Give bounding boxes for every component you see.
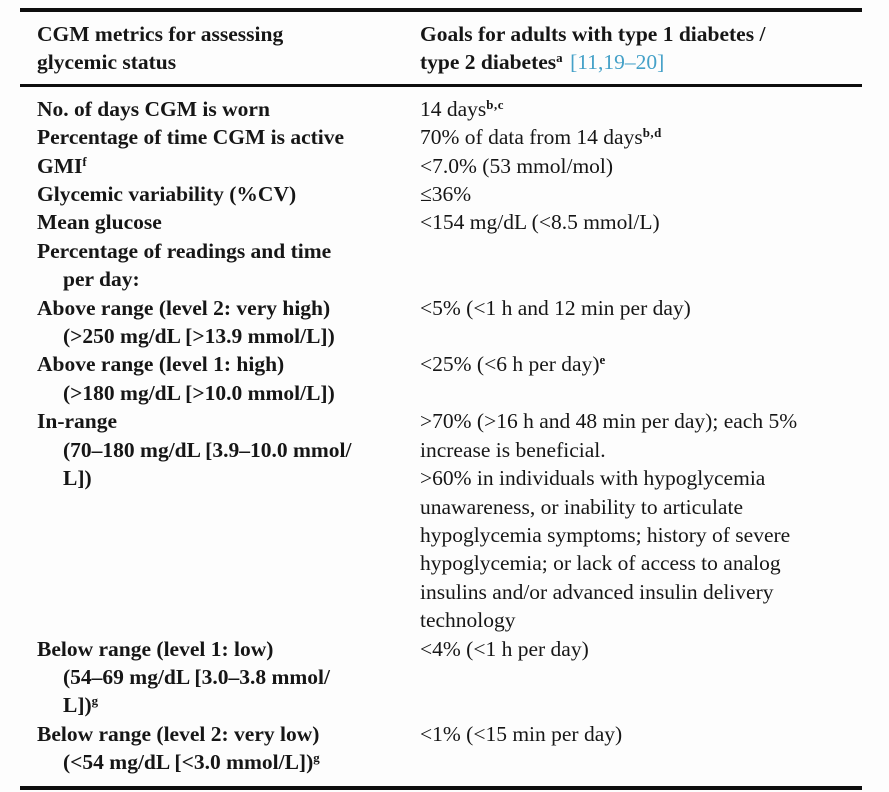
goal-value-line: <5% (<1 h and 12 min per day) (420, 295, 691, 320)
metric-label-continuation: (54–69 mg/dL [3.0–3.8 mmol/ (63, 664, 330, 689)
goal-cell: 70% of data from 14 daysb,d (420, 123, 862, 151)
metric-label: Above range (level 1: high) (37, 352, 285, 377)
table-row: GMIf <7.0% (53 mmol/mol) (37, 152, 862, 180)
table-row: Above range (level 2: very high) (>250 mg… (37, 294, 862, 351)
metric-label: Mean glucose (37, 210, 162, 235)
metric-cell: Above range (level 2: very high) (>250 mg… (37, 294, 420, 351)
goal-cell: 14 daysb,c (420, 95, 862, 123)
table-row: Below range (level 1: low) (54–69 mg/dL [… (37, 635, 862, 720)
metric-cell: In-range (70–180 mg/dL [3.9–10.0 mmol/L]) (37, 407, 420, 634)
goal-value-line: <7.0% (53 mmol/mol) (420, 153, 614, 178)
goal-value-line: insulins and/or advanced insulin deliver… (420, 579, 774, 604)
goal-value-line: >70% (>16 h and 48 min per day); each 5% (420, 409, 798, 434)
goal-value-line: >60% in individuals with hypoglycemia (420, 466, 766, 491)
metric-label: Percentage of time CGM is active (37, 125, 345, 150)
goal-cell: <7.0% (53 mmol/mol) (420, 152, 862, 180)
header-metrics-column: CGM metrics for assessing glycemic statu… (37, 20, 420, 77)
goal-cell: <1% (<15 min per day) (420, 720, 862, 777)
metric-label-continuation: (>250 mg/dL [>13.9 mmol/L]) (63, 324, 335, 349)
goal-value-line: hypoglycemia; or lack of access to analo… (420, 551, 781, 576)
header-goals-line1: Goals for adults with type 1 diabetes / (420, 22, 766, 46)
goal-value-line: technology (420, 608, 516, 633)
citation-link[interactable]: [11,19–20] (570, 50, 665, 75)
table-row: No. of days CGM is worn 14 daysb,c (37, 95, 862, 123)
goal-value-line: ≤36% (420, 182, 472, 207)
metric-label: Below range (level 2: very low) (37, 721, 320, 746)
table-row: In-range (70–180 mg/dL [3.9–10.0 mmol/L])… (37, 407, 862, 634)
goal-cell: <154 mg/dL (<8.5 mmol/L) (420, 208, 862, 236)
goal-value-line: <154 mg/dL (<8.5 mmol/L) (420, 210, 660, 235)
metric-label: Percentage of readings and time (37, 238, 332, 263)
table-row: Below range (level 2: very low) (<54 mg/d… (37, 720, 862, 777)
header-metrics-line1: CGM metrics for assessing (37, 22, 284, 46)
metric-label: In-range (37, 409, 118, 434)
metric-label: GMIf (37, 153, 88, 178)
metric-cell: Percentage of readings and time per day: (37, 237, 420, 294)
table-row: Percentage of readings and time per day: (37, 237, 862, 294)
metric-cell: Below range (level 1: low) (54–69 mg/dL [… (37, 635, 420, 720)
metric-cell: GMIf (37, 152, 420, 180)
goal-value-line: <1% (<15 min per day) (420, 721, 623, 746)
metric-label: Above range (level 2: very high) (37, 295, 331, 320)
metric-label-continuation: (<54 mg/dL [<3.0 mmol/L])g (63, 750, 321, 775)
metric-label: Glycemic variability (%CV) (37, 182, 297, 207)
goal-cell: <25% (<6 h per day)e (420, 350, 862, 407)
table-header-row: CGM metrics for assessing glycemic statu… (20, 12, 862, 87)
metric-label: Below range (level 1: low) (37, 636, 274, 661)
goal-cell: <5% (<1 h and 12 min per day) (420, 294, 862, 351)
goal-value-line: <4% (<1 h per day) (420, 636, 589, 661)
metric-cell: Glycemic variability (%CV) (37, 180, 420, 208)
table-row: Mean glucose <154 mg/dL (<8.5 mmol/L) (37, 208, 862, 236)
metric-label-continuation: (>180 mg/dL [>10.0 mmol/L]) (63, 380, 335, 405)
metric-label-continuation: per day: (63, 267, 140, 292)
goal-cell: ≤36% (420, 180, 862, 208)
header-goals-line2-text: type 2 diabetesa (420, 50, 564, 75)
goal-cell: <4% (<1 h per day) (420, 635, 862, 720)
goal-value-line: hypoglycemia symptoms; history of severe (420, 522, 791, 547)
cgm-metrics-table: CGM metrics for assessing glycemic statu… (20, 8, 862, 790)
table-row: Percentage of time CGM is active 70% of … (37, 123, 862, 151)
goal-value-line: 14 daysb,c (420, 96, 504, 121)
metric-label-continuation: L]) (63, 466, 92, 491)
metric-cell: Below range (level 2: very low) (<54 mg/d… (37, 720, 420, 777)
metric-cell: Percentage of time CGM is active (37, 123, 420, 151)
goal-cell (420, 237, 862, 294)
goal-value-line: <25% (<6 h per day)e (420, 352, 606, 377)
goal-value-line: increase is beneficial. (420, 437, 606, 462)
table-row: Above range (level 1: high) (>180 mg/dL [… (37, 350, 862, 407)
header-metrics-line2: glycemic status (37, 50, 177, 75)
goal-cell: >70% (>16 h and 48 min per day); each 5%… (420, 407, 862, 634)
header-goals-column: Goals for adults with type 1 diabetes / … (420, 20, 862, 77)
metric-label-continuation: L])g (63, 693, 99, 718)
metric-cell: No. of days CGM is worn (37, 95, 420, 123)
goal-value-line: unawareness, or inability to articulate (420, 494, 743, 519)
metric-cell: Mean glucose (37, 208, 420, 236)
metric-label: No. of days CGM is worn (37, 96, 270, 121)
metric-cell: Above range (level 1: high) (>180 mg/dL [… (37, 350, 420, 407)
table-body: No. of days CGM is worn 14 daysb,c Perce… (20, 87, 862, 786)
goal-value-line: 70% of data from 14 daysb,d (420, 125, 662, 150)
header-goals-line2: type 2 diabetesa [11,19–20] (420, 48, 862, 76)
table-row: Glycemic variability (%CV) ≤36% (37, 180, 862, 208)
metric-label-continuation: (70–180 mg/dL [3.9–10.0 mmol/ (63, 437, 352, 462)
